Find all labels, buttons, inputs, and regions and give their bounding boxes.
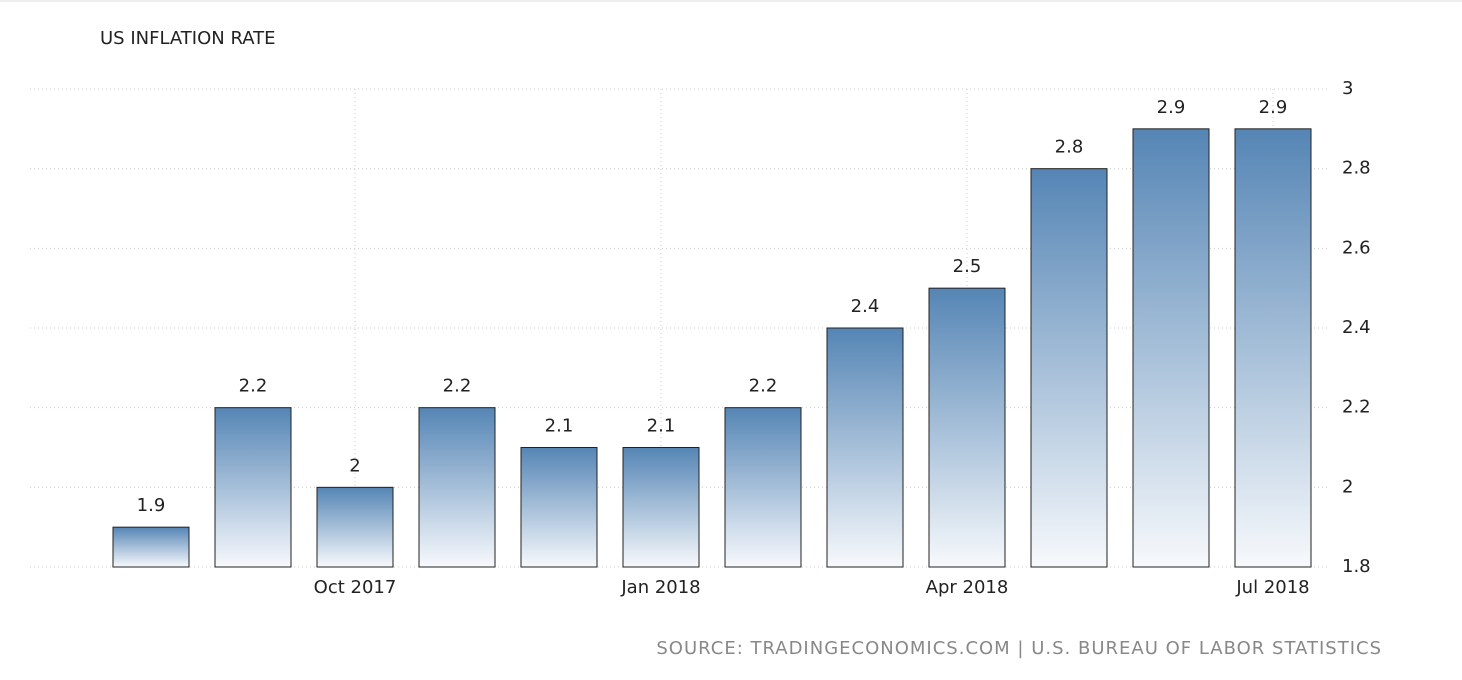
- bar: [316, 486, 394, 568]
- bar: [1030, 168, 1108, 568]
- x-tick-label: Jan 2018: [620, 577, 700, 598]
- bar: [1234, 128, 1312, 568]
- bar: [1132, 128, 1210, 568]
- data-label: 2.1: [545, 416, 574, 437]
- y-tick-label: 3: [1342, 78, 1353, 99]
- bar: [622, 447, 700, 568]
- chart-title: US INFLATION RATE: [100, 28, 276, 49]
- y-tick-label: 2: [1342, 476, 1353, 497]
- y-tick-label: 2.8: [1342, 158, 1371, 179]
- y-tick-label: 2.4: [1342, 317, 1371, 338]
- y-tick-label: 1.8: [1342, 556, 1371, 577]
- data-label: 2.8: [1055, 137, 1084, 158]
- x-tick-label: Oct 2017: [314, 577, 397, 598]
- data-label: 2.9: [1259, 97, 1288, 118]
- bar: [520, 447, 598, 568]
- bar: [418, 407, 496, 568]
- y-tick-label: 2.6: [1342, 237, 1371, 258]
- data-label: 2.2: [443, 376, 472, 397]
- bar: [214, 407, 292, 568]
- bar: [928, 287, 1006, 568]
- y-tick-label: 2.2: [1342, 397, 1371, 418]
- data-label: 2.2: [749, 376, 778, 397]
- source: SOURCE: TRADINGECONOMICS.COM | U.S. BURE…: [656, 638, 1382, 659]
- bar: [724, 407, 802, 568]
- bar: [826, 327, 904, 568]
- data-label: 1.9: [137, 495, 166, 516]
- data-label: 2.5: [953, 256, 982, 277]
- x-tick-label: Apr 2018: [926, 577, 1009, 598]
- data-label: 2.4: [851, 296, 880, 317]
- x-tick-label: Jul 2018: [1235, 577, 1309, 598]
- data-label: 2.9: [1157, 97, 1186, 118]
- data-label: 2.2: [239, 376, 268, 397]
- data-label: 2.1: [647, 416, 676, 437]
- data-label: 2: [349, 455, 360, 476]
- bar: [112, 526, 190, 568]
